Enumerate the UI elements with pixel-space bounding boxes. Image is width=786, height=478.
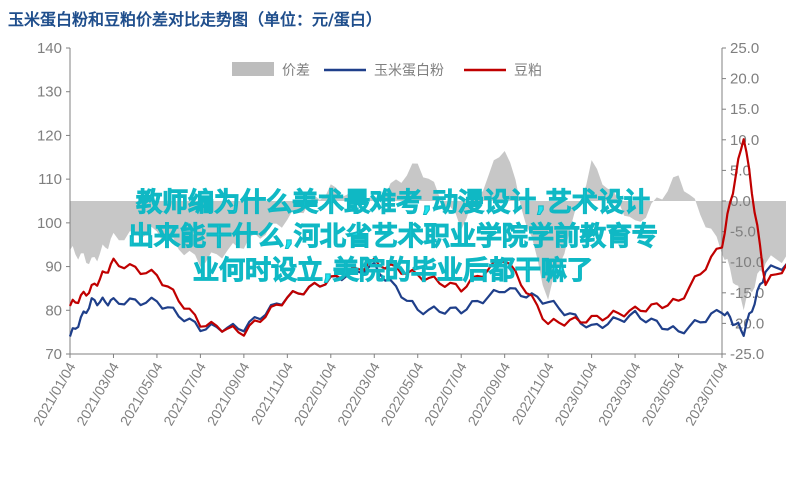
x-tick-label: 2021/07/04	[160, 359, 209, 428]
y-left-tick-label: 100	[37, 215, 62, 232]
y-right-tick-label: -5.0	[730, 224, 756, 241]
x-tick-label: 2022/09/04	[464, 359, 513, 428]
series-line-soymeal	[68, 138, 786, 337]
x-tick-label: 2022/07/04	[421, 359, 470, 428]
x-tick-label: 2022/03/04	[334, 359, 383, 428]
y-left-tick-label: 140	[37, 40, 62, 57]
y-right-tick-label: 15.0	[730, 101, 759, 118]
x-tick-label: 2022/01/04	[291, 359, 340, 428]
legend-label: 价差	[282, 63, 310, 79]
chart-title: 玉米蛋白粉和豆粕价差对比走势图（单位：元/蛋白）	[8, 10, 382, 29]
y-left-tick-label: 110	[38, 171, 62, 188]
x-tick-label: 2023/07/04	[682, 359, 731, 428]
y-right-tick-label: 20.0	[730, 71, 759, 88]
y-left-tick-label: 90	[45, 259, 62, 276]
series-lines-layer	[68, 138, 786, 337]
legend-label: 玉米蛋白粉	[374, 63, 444, 79]
x-tick-label: 2021/09/04	[204, 359, 253, 428]
y-right-tick-label: 25.0	[730, 40, 759, 57]
x-tick-label: 2021/11/04	[248, 359, 296, 427]
x-tick-label: 2022/11/04	[508, 359, 556, 427]
legend-label: 豆粕	[514, 63, 542, 79]
y-left-tick-label: 130	[37, 84, 62, 101]
legend: 价差 玉米蛋白粉 豆粕	[232, 62, 542, 79]
x-tick-label: 2022/05/04	[377, 359, 426, 428]
y-right-tick-label: -10.0	[730, 254, 764, 271]
legend-swatch-spread	[232, 62, 274, 76]
x-tick-label: 2021/01/04	[30, 359, 79, 428]
y-left-tick-label: 120	[37, 127, 62, 144]
x-tick-label: 2021/03/04	[73, 359, 122, 428]
y-right-tick-label: 0.0	[730, 193, 751, 210]
x-tick-label: 2021/05/04	[117, 359, 166, 428]
y-right-tick-label: -25.0	[730, 346, 764, 363]
x-tick-label: 2023/03/04	[595, 359, 644, 428]
x-tick-label: 2023/05/04	[638, 359, 687, 428]
y-left-tick-label: 80	[45, 302, 62, 319]
y-left-tick-label: 70	[45, 346, 62, 363]
x-tick-label: 2023/01/04	[551, 359, 600, 428]
series-spread-area	[70, 151, 786, 311]
spread-area-layer	[70, 151, 786, 311]
